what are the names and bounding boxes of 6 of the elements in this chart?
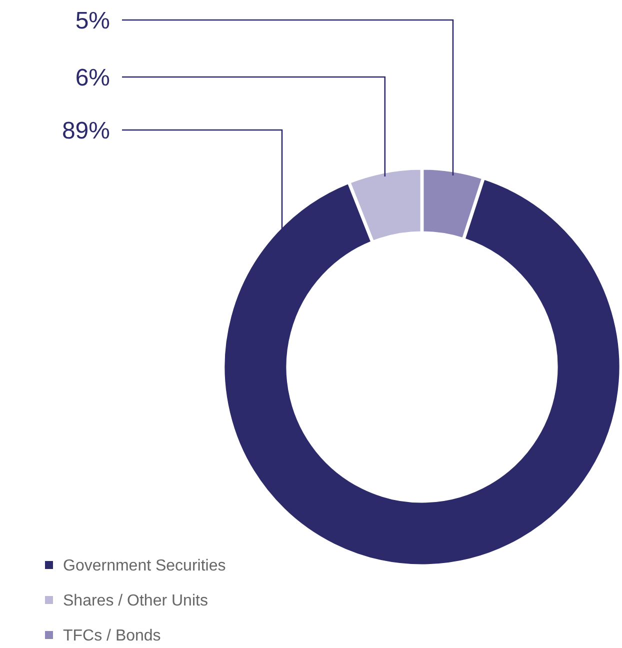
- legend-label: Government Securities: [63, 558, 226, 575]
- legend-label: TFCs / Bonds: [63, 628, 161, 645]
- legend-label: Shares / Other Units: [63, 592, 208, 610]
- data-label: 89%: [62, 117, 110, 144]
- data-label: 5%: [75, 7, 110, 34]
- data-label: 6%: [75, 64, 110, 92]
